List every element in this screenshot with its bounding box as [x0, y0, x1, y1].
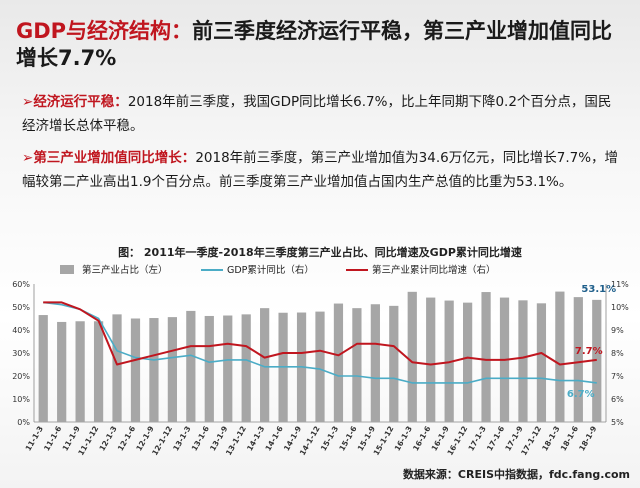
- y-tick-left: 30%: [12, 349, 30, 358]
- bar: [592, 299, 602, 422]
- series-line: [43, 301, 597, 384]
- bar: [149, 318, 159, 422]
- y-tick-left: 50%: [12, 303, 30, 312]
- bar: [38, 315, 48, 422]
- y-tick-left: 60%: [12, 280, 30, 289]
- bar: [333, 303, 344, 422]
- bar: [315, 311, 325, 422]
- title-accent: GDP与经济结构：: [16, 19, 193, 43]
- data-label: 7.7%: [575, 346, 603, 357]
- paragraph-economy: ➢经济运行平稳：2018年前三季度，我国GDP同比增长6.7%，比上年同期下降0…: [22, 90, 622, 138]
- legend-swatch: [60, 265, 74, 274]
- paragraph-text: 2018年前三季度，第三产业增加值为34.6万亿元，同比增长7.7%，增幅较第二…: [22, 150, 619, 190]
- bar: [426, 297, 436, 422]
- bar: [389, 305, 399, 422]
- legend-entry: 第三产业占比（左）: [82, 264, 168, 276]
- y-tick-right: 9%: [611, 326, 624, 335]
- bar: [555, 291, 565, 422]
- series-line: [43, 301, 597, 366]
- slide-title: GDP与经济结构：前三季度经济运行平稳，第三产业增加值同比增长7.7%: [16, 18, 626, 72]
- bar: [518, 300, 528, 422]
- data-label: 6.7%: [567, 389, 595, 400]
- title-rest: 前三季度经济运行平稳，第三产业增加值同比增长7.7%: [16, 19, 613, 70]
- paragraph-label: 第三产业增加值同比增长：: [33, 150, 196, 166]
- y-tick-right: 11%: [611, 280, 629, 289]
- paragraph-label: 经济运行平稳：: [33, 94, 128, 110]
- bar: [260, 308, 270, 422]
- combo-chart: 0%10%20%30%40%50%60%5%6%7%8%9%10%11%11-1…: [12, 264, 629, 457]
- bar: [112, 314, 122, 422]
- bar: [75, 321, 85, 422]
- bar: [370, 304, 380, 422]
- bar: [481, 292, 491, 422]
- bar: [223, 315, 233, 422]
- bar: [536, 303, 547, 422]
- y-tick-left: 10%: [12, 395, 30, 404]
- y-tick-left: 20%: [12, 372, 30, 381]
- bar: [204, 315, 214, 422]
- bar: [186, 310, 196, 422]
- bar: [93, 321, 104, 422]
- paragraph-tertiary: ➢第三产业增加值同比增长：2018年前三季度，第三产业增加值为34.6万亿元，同…: [22, 146, 622, 194]
- bullet-arrow-icon: ➢: [22, 94, 34, 110]
- bar: [463, 302, 473, 422]
- x-tick-label: 18-1-9: [577, 425, 598, 453]
- bar: [241, 314, 251, 422]
- y-tick-right: 6%: [611, 395, 624, 404]
- bar: [167, 317, 177, 422]
- paragraph-text: 2018年前三季度，我国GDP同比增长6.7%，比上年同期下降0.2个百分点，国…: [22, 94, 612, 134]
- legend-entry: 第三产业累计同比增速（右）: [372, 264, 496, 276]
- y-tick-right: 8%: [611, 349, 624, 358]
- y-tick-left: 40%: [12, 326, 30, 335]
- bar: [57, 321, 67, 422]
- y-tick-right: 7%: [611, 372, 624, 381]
- bullet-arrow-icon: ➢: [22, 150, 34, 166]
- bar: [407, 291, 417, 422]
- data-label: 53.1%: [581, 284, 616, 295]
- y-tick-right: 5%: [611, 418, 624, 427]
- legend-entry: GDP累计同比（右）: [227, 264, 314, 276]
- y-tick-left: 0%: [17, 418, 30, 427]
- y-tick-right: 10%: [611, 303, 629, 312]
- bar: [130, 318, 141, 422]
- chart-title: 图： 2011年一季度-2018年三季度第三产业占比、同比增速及GDP累计同比增…: [118, 246, 522, 259]
- bar: [352, 308, 362, 422]
- data-source: 数据来源：CREIS中指数据，fdc.fang.com: [402, 468, 630, 481]
- bar: [573, 297, 583, 422]
